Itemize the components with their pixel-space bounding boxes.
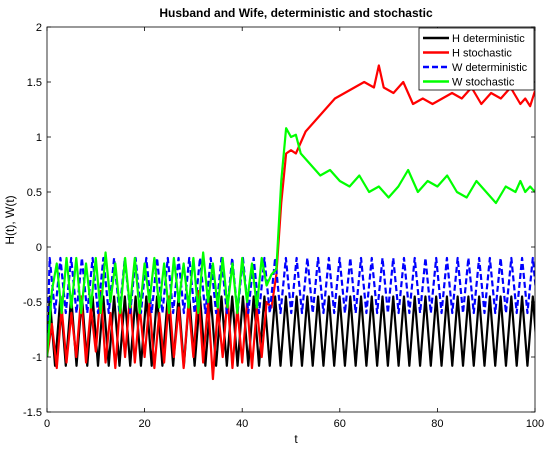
x-tick-label: 80 [431, 418, 443, 430]
x-tick-label: 40 [236, 418, 248, 430]
y-tick-label: 1 [36, 132, 42, 144]
series-layer [47, 64, 535, 381]
chart-title: Husband and Wife, deterministic and stoc… [159, 6, 433, 20]
series-line-h-stochastic [47, 64, 535, 381]
x-axis-label: t [294, 432, 298, 446]
y-tick-label: -1.5 [23, 407, 42, 419]
legend-label: W stochastic [452, 77, 515, 89]
legend-label: W deterministic [452, 62, 528, 74]
y-tick-label: -1 [32, 352, 42, 364]
plot-frame [46, 26, 536, 413]
series-line-w-stochastic [47, 127, 535, 358]
x-axis: 0 20 40 60 80 100 [44, 27, 544, 430]
y-axis-label: H(t), W(t) [3, 195, 17, 244]
legend-label: H deterministic [452, 33, 525, 45]
legend-label: H stochastic [452, 48, 512, 60]
legend: H deterministic H stochastic W determinist… [418, 27, 535, 91]
y-axis: -1.5 -1 -0.5 0 0.5 1 1.5 2 [23, 22, 535, 419]
x-tick-label: 0 [44, 418, 50, 430]
y-tick-label: 2 [36, 22, 42, 34]
x-tick-label: 20 [138, 418, 150, 430]
y-tick-label: 0.5 [27, 187, 42, 199]
y-tick-label: 1.5 [27, 77, 42, 89]
x-tick-label: 100 [526, 418, 544, 430]
y-tick-label: 0 [36, 242, 42, 254]
x-tick-label: 60 [334, 418, 346, 430]
series-line-h-deterministic [47, 295, 535, 367]
y-tick-label: -0.5 [23, 297, 42, 309]
